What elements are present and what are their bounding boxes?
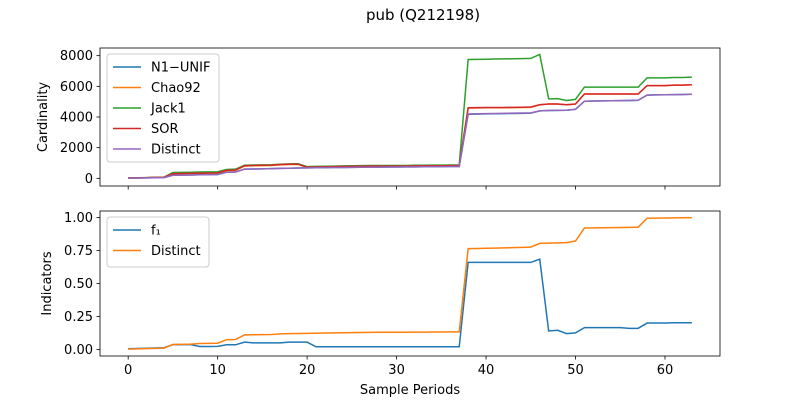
y-axis-label: Indicators — [40, 251, 55, 315]
legend-label: Chao92 — [151, 81, 201, 96]
y-tick-label: 0 — [85, 172, 93, 187]
x-tick-label: 10 — [209, 363, 226, 378]
y-tick-label: 6000 — [60, 80, 93, 95]
y-tick-label: 0.25 — [64, 310, 93, 325]
y-axis-label: Cardinality — [36, 82, 51, 153]
x-tick-label: 60 — [657, 363, 674, 378]
series-line-2-1 — [128, 258, 692, 350]
axes-panel-1: 0 2000 4000 6000 8000 Cardinality N1−UNIF Chao9… — [36, 47, 721, 190]
legend-label: Distinct — [151, 143, 201, 158]
x-tick-label: 30 — [388, 363, 405, 378]
y-tick-label: 2000 — [60, 141, 93, 156]
series-line-1-5 — [128, 93, 692, 179]
legend: f₁ Distinct — [106, 216, 210, 268]
y-tick-label: 1.00 — [64, 211, 93, 226]
figure-title: pub (Q212198) — [366, 6, 480, 24]
legend: N1−UNIF Chao92 Jack1 SOR Distinct — [106, 53, 220, 163]
y-tick-label: 0.00 — [64, 343, 93, 358]
legend-label: Jack1 — [150, 102, 186, 117]
y-tick-label: 0.50 — [64, 277, 93, 292]
legend-label: Distinct — [151, 244, 201, 259]
x-axis-label: Sample Periods — [360, 383, 460, 398]
x-tick-label: 0 — [124, 363, 132, 378]
legend-box — [106, 53, 220, 163]
x-tick-label: 40 — [478, 363, 495, 378]
y-tick-label: 0.75 — [64, 244, 93, 259]
series-line-1-4 — [128, 84, 692, 179]
y-tick-label: 4000 — [60, 111, 93, 126]
y-tick-label: 8000 — [60, 49, 93, 64]
axes-panel-2: 0.00 0.25 0.50 0.75 1.00 0 10 20 30 40 50 60 Indicat… — [40, 210, 721, 398]
legend-label: f₁ — [151, 224, 161, 239]
series-line-2-2 — [128, 216, 692, 350]
x-tick-label: 50 — [567, 363, 584, 378]
legend-label: N1−UNIF — [151, 61, 210, 76]
x-tick-label: 20 — [299, 363, 316, 378]
legend-label: SOR — [151, 122, 179, 137]
